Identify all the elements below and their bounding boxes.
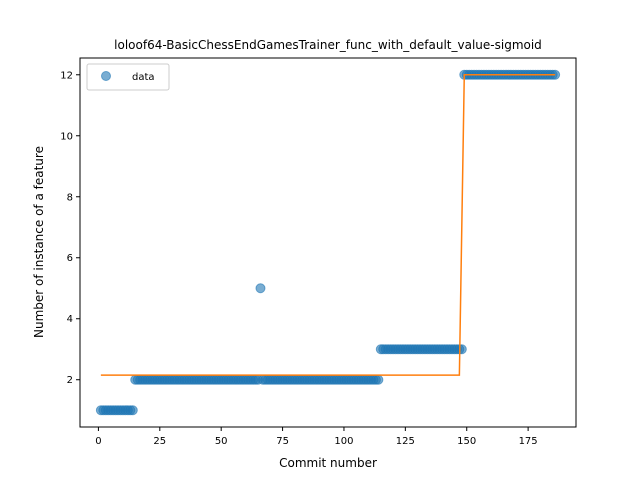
y-tick-label: 10	[60, 131, 73, 142]
x-tick-label: 50	[215, 436, 228, 447]
x-axis-label: Commit number	[279, 456, 377, 470]
y-axis-label: Number of instance of a feature	[32, 146, 46, 338]
y-tick-label: 12	[60, 70, 73, 81]
x-tick-label: 75	[276, 436, 289, 447]
y-tick-label: 8	[67, 192, 73, 203]
legend-marker-data	[102, 72, 111, 81]
x-tick-label: 100	[334, 436, 353, 447]
chart-title: loloof64-BasicChessEndGamesTrainer_func_…	[114, 38, 542, 52]
legend-box	[87, 64, 169, 90]
x-tick-label: 25	[153, 436, 166, 447]
legend: data	[87, 64, 169, 90]
legend-label-data: data	[132, 72, 155, 83]
x-tick-label: 175	[519, 436, 538, 447]
x-tick-label: 0	[95, 436, 101, 447]
y-tick-label: 6	[67, 253, 73, 264]
data-point	[256, 284, 265, 293]
y-tick-label: 4	[67, 314, 73, 325]
data-point	[457, 345, 466, 354]
x-tick-label: 150	[457, 436, 476, 447]
x-tick-label: 125	[396, 436, 415, 447]
data-point	[128, 406, 137, 415]
y-tick-label: 2	[67, 375, 73, 386]
data-point	[374, 375, 383, 384]
